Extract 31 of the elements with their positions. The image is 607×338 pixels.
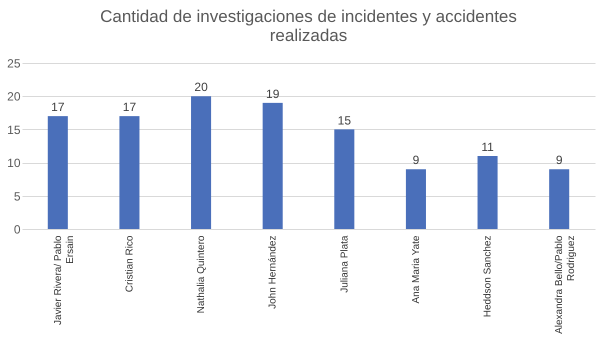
x-tick-label: Ana Maria Yate [410,235,422,304]
data-label: 15 [338,113,352,128]
x-tick-label: Nathalia Quintero [196,235,208,314]
y-tick-label: 10 [7,156,21,170]
bar [549,169,570,229]
bar [406,169,426,229]
bar [119,116,140,229]
x-tick-label: Heddson Sanchez [482,236,494,318]
x-tick-label: John Hernández [268,236,279,309]
x-tick-label: Juliana Plata [339,235,350,293]
x-tick-label: Cristian Rico [124,235,136,292]
bar [48,116,68,229]
x-tick-label: Alexandra Bello/Pablo Rodriguez [554,235,578,334]
y-tick-label: 25 [7,56,21,70]
bar [478,156,498,229]
data-label: 20 [194,80,208,94]
data-label: 19 [266,86,280,101]
y-tick-label: 15 [7,122,21,137]
data-label: 11 [481,140,494,154]
chart-title: Cantidad de investigaciones de incidentes y accidentes realizadas [100,7,517,45]
bar [191,96,212,229]
y-tick-label: 20 [7,90,21,104]
data-label: 9 [556,153,563,168]
data-label: 17 [51,100,65,114]
data-label: 9 [412,153,420,168]
data-label: 17 [122,100,136,114]
bar [334,129,354,229]
bar [262,102,283,229]
y-tick-label: 5 [14,189,21,204]
y-tick-label: 0 [14,222,21,236]
x-tick-label: Javier Rivera/ Pablo Ersain [52,235,76,325]
